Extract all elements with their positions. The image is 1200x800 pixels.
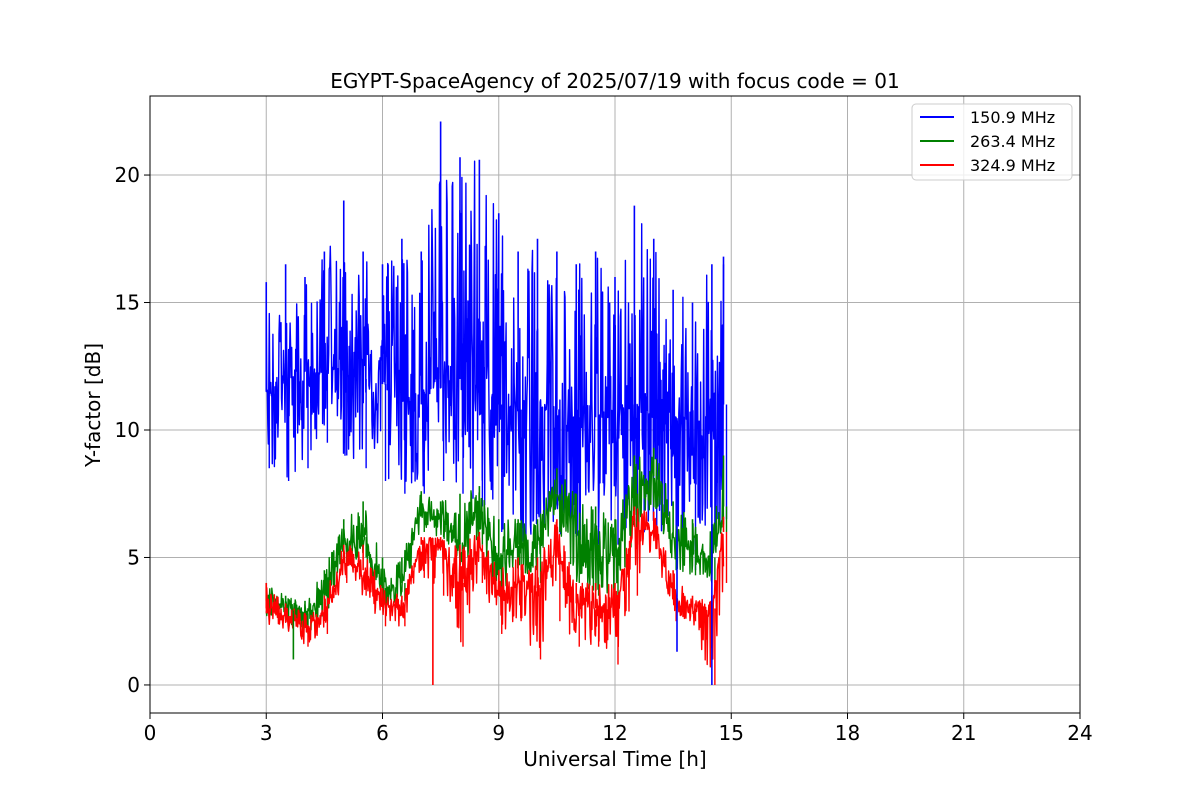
x-tick-label: 6 <box>376 721 389 745</box>
x-tick-label: 0 <box>144 721 157 745</box>
legend-label-150-9-mhz: 150.9 MHz <box>970 108 1055 127</box>
x-tick-label: 9 <box>492 721 505 745</box>
legend: 150.9 MHz 263.4 MHz 324.9 MHz <box>911 103 1073 181</box>
legend-label-263-4-mhz: 263.4 MHz <box>970 132 1055 151</box>
x-tick-label: 12 <box>602 721 627 745</box>
chart-title: EGYPT-SpaceAgency of 2025/07/19 with foc… <box>330 69 899 93</box>
x-tick-label: 24 <box>1067 721 1092 745</box>
x-tick-label: 18 <box>835 721 860 745</box>
legend-box <box>911 103 1073 181</box>
x-tick-label: 21 <box>951 721 976 745</box>
y-tick-label: 10 <box>115 418 140 442</box>
tick-layer: 0 3 6 9 12 15 18 21 24 0 5 10 15 20 <box>115 163 1093 745</box>
series-line-263-4-mhz <box>265 456 725 633</box>
y-tick-label: 5 <box>127 545 140 569</box>
x-tick-label: 15 <box>719 721 744 745</box>
y-tick-label: 20 <box>115 163 140 187</box>
y-axis-label: Y-factor [dB] <box>81 343 105 468</box>
series-line-324-9-mhz <box>265 508 725 668</box>
y-tick-label: 15 <box>115 291 140 315</box>
y-tick-label: 0 <box>127 673 140 697</box>
x-axis-label: Universal Time [h] <box>523 747 706 771</box>
series-layer <box>265 121 728 685</box>
series-line-150-9-mhz <box>265 160 725 545</box>
x-tick-label: 3 <box>260 721 273 745</box>
legend-label-324-9-mhz: 324.9 MHz <box>970 156 1055 175</box>
